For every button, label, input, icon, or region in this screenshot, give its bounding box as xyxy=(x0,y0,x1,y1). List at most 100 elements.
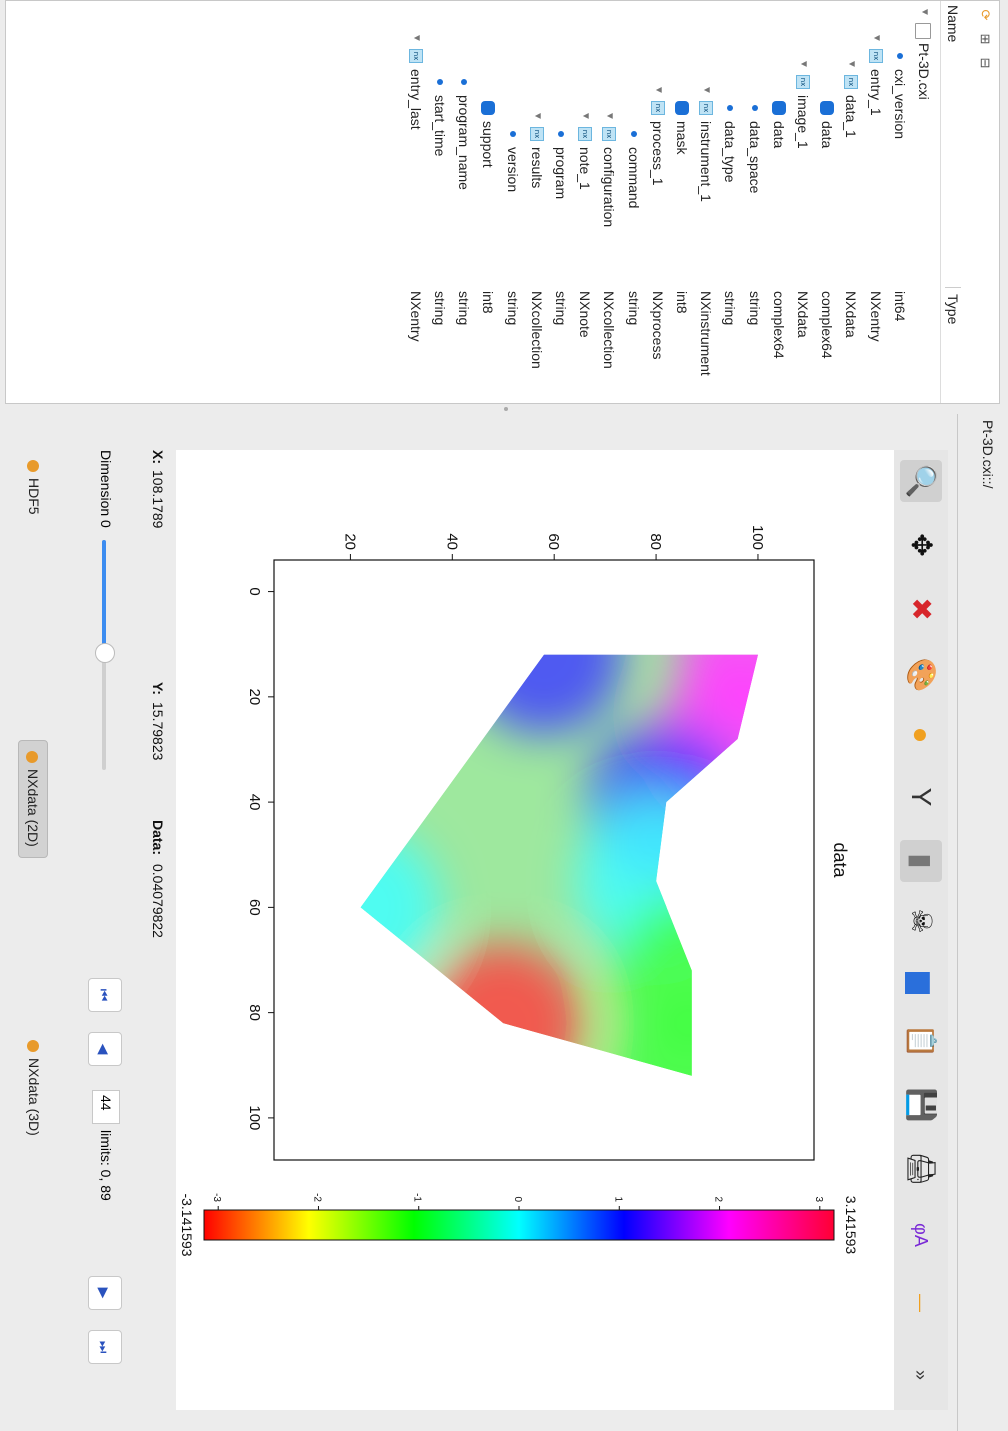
mask-icon[interactable]: ☠ xyxy=(906,908,937,934)
attribute-icon xyxy=(896,53,903,59)
x-tick-label: 0 xyxy=(246,587,263,595)
tree-row[interactable]: ▼ nx process_1 NXprocess xyxy=(645,1,671,403)
y-tick-label: 40 xyxy=(443,533,460,550)
x-tick-label: 60 xyxy=(246,899,263,916)
hdf5-tree-panel: ⟳ ⊞ ⊟ Name Type ▼ Pt-3D.cxi cxi_version int… xyxy=(5,0,1000,404)
tree-row[interactable]: ▼ nx data_1 NXdata xyxy=(838,1,864,403)
splitter[interactable] xyxy=(5,405,1000,413)
more-icon[interactable]: » xyxy=(911,1369,931,1380)
tree-row[interactable]: ▼ nx configuration NXcollection xyxy=(596,1,622,403)
first-slice-button[interactable]: ⏮ xyxy=(88,978,122,1012)
tree-item-name: data_space xyxy=(746,121,763,194)
profile-icon[interactable]: — xyxy=(911,1294,931,1312)
plot-area[interactable]: data 0 20 40 60 80 100 20 40 60 80 100 3.141593 -3.14… xyxy=(176,450,894,1410)
collapse-all-icon[interactable]: ⊟ xyxy=(978,57,993,69)
tree-row[interactable]: data_space string xyxy=(742,1,768,403)
tab-nxdata-3d[interactable]: NXdata (3D) xyxy=(20,1030,48,1146)
reset-zoom-icon[interactable]: ✖ xyxy=(906,597,937,621)
expand-toggle-icon[interactable]: ▼ xyxy=(410,33,422,43)
pan-icon[interactable]: ✥ xyxy=(906,533,937,557)
colorbar-tick-label: 0 xyxy=(512,1196,523,1202)
expand-all-icon[interactable]: ⊞ xyxy=(978,33,993,45)
y-tick-label: 100 xyxy=(749,525,766,550)
zoom-icon[interactable]: 🔍 xyxy=(900,460,942,502)
expand-toggle-icon[interactable]: ▼ xyxy=(798,59,809,69)
tab-label: HDF5 xyxy=(26,478,42,515)
tree-item-type: int64 xyxy=(891,291,908,322)
complex-mode-icon[interactable]: φA xyxy=(911,1223,931,1247)
tree-row[interactable]: data complex64 xyxy=(766,1,792,403)
nx-group-icon: nx xyxy=(844,75,859,89)
tree-row[interactable]: ▼ nx entry_1 NXentry xyxy=(863,1,889,403)
refresh-icon[interactable]: ⟳ xyxy=(978,9,993,21)
colorbar-toggle-icon[interactable]: ▮ xyxy=(900,840,942,882)
expand-toggle-icon[interactable]: ▼ xyxy=(919,7,930,17)
x-coord-value: 108.1789 xyxy=(150,470,166,529)
histogram-icon[interactable]: ▆ xyxy=(906,972,937,994)
slice-index-input[interactable] xyxy=(92,1090,120,1124)
nx-group-icon: nx xyxy=(529,127,544,141)
expand-toggle-icon[interactable]: ▼ xyxy=(604,111,616,121)
tree-item-name: entry_1 xyxy=(867,69,884,116)
y-axis-icon[interactable]: Y xyxy=(906,787,937,807)
nx-group-icon: nx xyxy=(796,75,810,89)
tree-row[interactable]: cxi_version int64 xyxy=(887,1,913,403)
x-tick-label: 100 xyxy=(246,1105,263,1130)
last-slice-button[interactable]: ⏭ xyxy=(88,1330,122,1364)
tree-row[interactable]: version string xyxy=(500,1,526,403)
x-coord-label: X: xyxy=(150,450,166,464)
tree-row[interactable]: data_type string xyxy=(717,1,743,403)
expand-toggle-icon[interactable]: ▼ xyxy=(846,59,858,69)
print-icon[interactable]: 🖨 xyxy=(906,1151,937,1187)
tab-nxdata-2d[interactable]: NXdata (2D) xyxy=(18,740,48,858)
tree-row[interactable]: mask int8 xyxy=(669,1,695,403)
tree-row[interactable]: ▼ nx image_1 NXdata xyxy=(790,1,816,403)
tree-row[interactable]: command string xyxy=(621,1,647,403)
tree-row[interactable]: data complex64 xyxy=(814,1,840,403)
column-name-header[interactable]: Name xyxy=(945,5,961,43)
colorbar-tick-label: -1 xyxy=(412,1193,423,1202)
tree-row[interactable]: ▼ nx note_1 NXnote xyxy=(572,1,598,403)
expand-toggle-icon[interactable]: ▼ xyxy=(701,85,713,95)
tree-item-type: complex64 xyxy=(819,291,836,359)
tree-row[interactable]: ▼ nx entry_last NXentry xyxy=(403,1,429,403)
tree-item-name: data xyxy=(819,121,836,149)
column-type-header[interactable]: Type xyxy=(945,287,961,325)
dimension-slider-track[interactable] xyxy=(95,540,115,770)
tree-row[interactable]: support int8 xyxy=(475,1,501,403)
tree-item-name: results xyxy=(528,147,545,189)
tree-row[interactable]: start_time string xyxy=(427,1,453,403)
tree-item-type: NXcollection xyxy=(528,291,545,369)
expand-toggle-icon[interactable]: ▼ xyxy=(531,111,543,121)
aspect-ratio-icon[interactable]: ● xyxy=(906,726,937,744)
tree-item-type: string xyxy=(456,291,473,326)
previous-slice-button[interactable]: ◀ xyxy=(88,1032,122,1066)
expand-toggle-icon[interactable]: ▼ xyxy=(870,33,882,43)
tab-hdf5[interactable]: HDF5 xyxy=(20,450,48,525)
dimension-slider-handle[interactable] xyxy=(95,642,115,663)
tree-row[interactable]: ▼ nx results NXcollection xyxy=(524,1,550,403)
attribute-icon xyxy=(727,105,734,111)
tree-item-name: configuration xyxy=(601,147,618,228)
copy-icon[interactable]: 📋 xyxy=(906,1023,937,1059)
colormap-icon[interactable]: 🎨 xyxy=(906,657,937,693)
tree-item-type: NXdata xyxy=(843,291,860,338)
splitter-handle[interactable] xyxy=(504,407,508,411)
tree-item-type: complex64 xyxy=(770,291,787,359)
tree-row[interactable]: ▼ Pt-3D.cxi xyxy=(911,1,937,403)
save-icon[interactable]: 💾 xyxy=(906,1087,937,1123)
tree-row[interactable]: program string xyxy=(548,1,574,403)
expand-toggle-icon[interactable]: ▼ xyxy=(580,111,592,121)
nx-group-icon: nx xyxy=(578,127,593,141)
next-slice-button[interactable]: ▶ xyxy=(88,1276,122,1310)
tree-row[interactable]: ▼ nx instrument_1 NXinstrument xyxy=(693,1,719,403)
expand-toggle-icon[interactable]: ▼ xyxy=(652,85,664,95)
tree-item-name: process_1 xyxy=(649,121,666,186)
chart-title: data xyxy=(830,842,850,878)
tree-row[interactable]: program_name string xyxy=(451,1,477,403)
tree-item-type: string xyxy=(504,291,521,326)
dataset-icon xyxy=(675,101,689,115)
dataset-icon xyxy=(771,101,786,115)
